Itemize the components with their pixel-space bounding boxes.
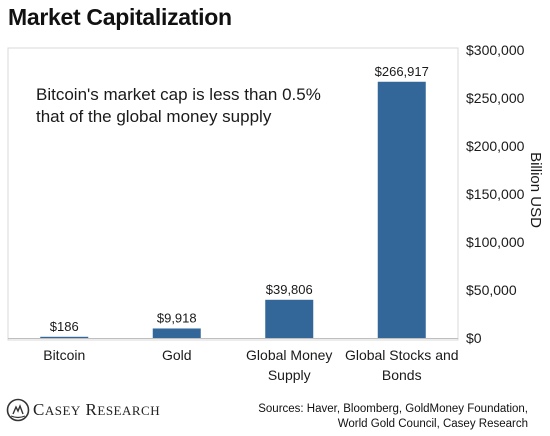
y-tick-label: $300,000	[466, 42, 525, 58]
y-tick-labels-group: $0 $50,000 $100,000 $150,000 $200,000 $250,00…	[466, 42, 525, 346]
x-tick-label: Gold	[162, 347, 192, 363]
value-label: $9,918	[157, 310, 197, 325]
bars-group	[40, 81, 426, 339]
chart-title: Market Capitalization	[8, 4, 232, 30]
x-tick-label: Bonds	[382, 367, 422, 383]
value-label: $266,917	[375, 64, 429, 79]
y-tick-label: $150,000	[466, 186, 525, 202]
brand-name: CASEY RESEARCH	[33, 400, 161, 419]
value-label: $39,806	[266, 282, 313, 297]
bar-bitcoin	[40, 336, 89, 338]
x-tick-label: Supply	[268, 367, 311, 383]
x-tick-label: Bitcoin	[43, 347, 85, 363]
bar-gold	[152, 328, 201, 338]
casey-research-logo: CASEY RESEARCH	[6, 398, 160, 422]
plot-frame	[7, 47, 459, 341]
x-tick-label: Global Stocks and	[345, 347, 459, 363]
y-tick-label: $100,000	[466, 234, 525, 250]
y-tick-label: $0	[466, 330, 482, 346]
sources-note: Sources: Haver, Bloomberg, GoldMoney Fou…	[258, 402, 528, 432]
chart-annotation: Bitcoin's market cap is less than 0.5% t…	[36, 85, 321, 126]
bar-global-money-supply	[265, 299, 314, 338]
y-tick-label: $200,000	[466, 138, 525, 154]
bar-global-stocks-and-bonds	[377, 81, 426, 339]
casey-research-emblem-icon	[6, 398, 30, 422]
value-labels-group: $186 $9,918 $39,806 $266,917	[50, 64, 429, 334]
x-tick-labels-group: Bitcoin Gold Global Money Supply Global Stoc…	[43, 347, 458, 383]
y-tick-label: $250,000	[466, 90, 525, 106]
sources-line-1: Sources: Haver, Bloomberg, GoldMoney Fou…	[258, 403, 528, 415]
value-label: $186	[50, 319, 79, 334]
y-axis-label: Billion USD	[527, 152, 544, 228]
sources-line-2: World Gold Council, Casey Research	[337, 418, 528, 430]
y-tick-label: $50,000	[466, 282, 517, 298]
x-tick-label: Global Money	[246, 347, 332, 363]
